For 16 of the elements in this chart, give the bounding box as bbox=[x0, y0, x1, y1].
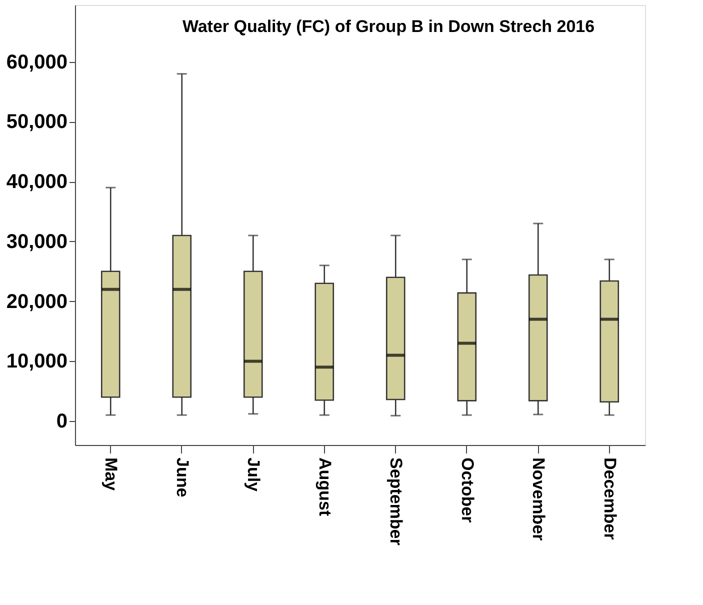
y-tick-label: 30,000 bbox=[6, 230, 68, 253]
x-tick-label: July bbox=[244, 458, 264, 492]
x-tick-label: September bbox=[386, 458, 406, 546]
y-tick-label: 50,000 bbox=[6, 111, 68, 134]
x-tick-label: October bbox=[458, 458, 477, 524]
y-tick-label: 40,000 bbox=[6, 171, 68, 194]
x-tick-label: August bbox=[315, 458, 334, 516]
y-tick-label: 0 bbox=[56, 410, 68, 433]
y-tick-label: 20,000 bbox=[6, 290, 68, 313]
x-tick-label: June bbox=[172, 458, 192, 498]
y-tick-label: 10,000 bbox=[6, 350, 68, 373]
y-tick-label: 60,000 bbox=[6, 51, 68, 74]
x-tick-label: December bbox=[600, 458, 620, 540]
text: Water Quality (FC) of Group B in Down Strech 2016 bbox=[182, 17, 595, 36]
x-tick-label: May bbox=[102, 458, 121, 492]
x-tick-label: November bbox=[529, 458, 548, 542]
